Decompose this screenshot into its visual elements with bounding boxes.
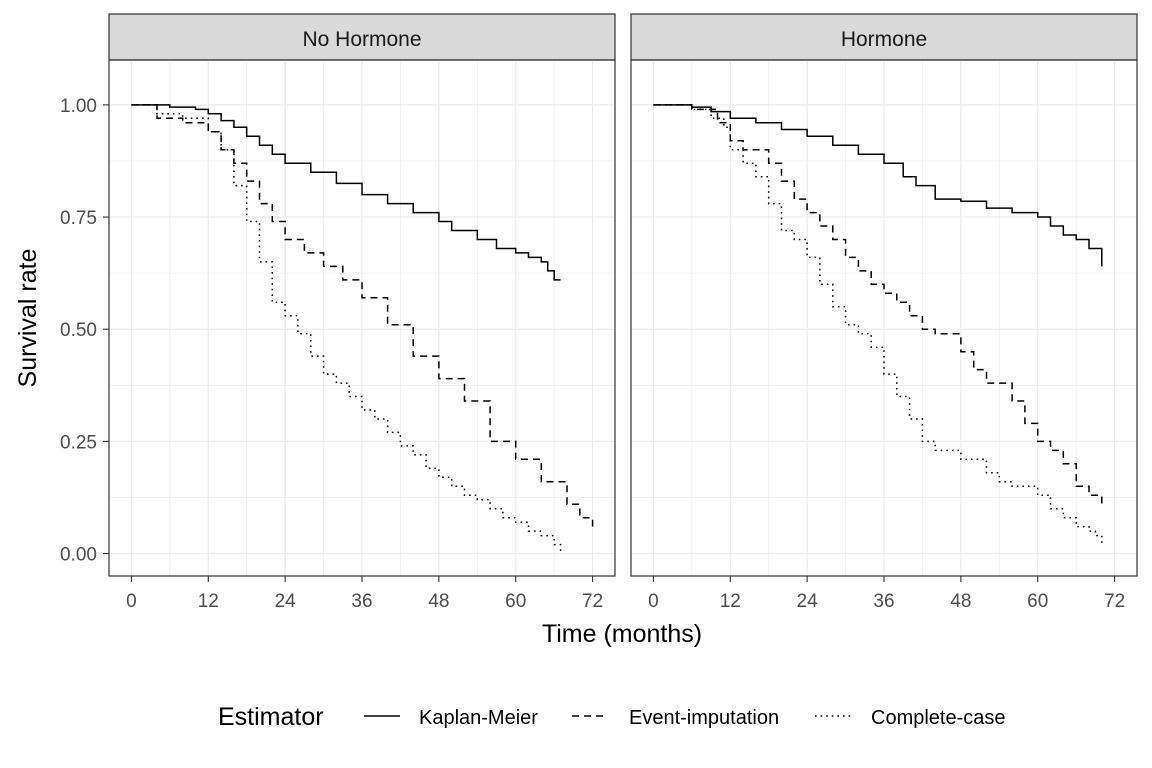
legend-label-complete-case: Complete-case <box>871 707 1006 729</box>
panel-hormone: Hormone 0 12 24 36 48 60 72 <box>630 13 1138 612</box>
grid-no-hormone <box>109 60 615 576</box>
x-axis-hormone: 0 12 24 36 48 60 72 <box>648 576 1125 612</box>
series-line-kaplan-meier <box>131 104 561 281</box>
x-tick-label: 12 <box>198 591 219 612</box>
x-tick-label: 36 <box>873 591 894 612</box>
x-axis-no-hormone: 0 12 24 36 48 60 72 <box>126 576 603 612</box>
series-group-no-hormone <box>131 104 594 552</box>
x-tick-label: 12 <box>720 591 741 612</box>
x-tick-label: 24 <box>275 591 297 612</box>
legend-label-kaplan-meier: Kaplan-Meier <box>419 707 538 729</box>
x-tick-label: 24 <box>797 591 819 612</box>
series-line-complete-case <box>131 104 562 552</box>
x-tick-label: 36 <box>351 591 372 612</box>
x-axis-title: Time (months) <box>542 620 702 648</box>
x-tick-label: 0 <box>648 591 659 612</box>
y-tick-label: 0.00 <box>60 545 97 566</box>
strip-label-no-hormone: No Hormone <box>302 28 421 51</box>
x-tick-label: 60 <box>1027 591 1048 612</box>
x-tick-label: 72 <box>1104 591 1125 612</box>
panel-no-hormone: No Hormone 0 12 24 36 48 60 72 <box>108 13 616 612</box>
x-tick-label: 60 <box>505 591 526 612</box>
x-tick-label: 48 <box>428 591 449 612</box>
y-tick-label: 0.25 <box>60 432 97 453</box>
strip-label-hormone: Hormone <box>841 28 927 51</box>
x-tick-label: 72 <box>582 591 603 612</box>
legend-title: Estimator <box>218 703 324 731</box>
series-line-complete-case <box>653 104 1103 545</box>
x-tick-label: 48 <box>950 591 971 612</box>
y-axis-title: Survival rate <box>14 249 42 388</box>
series-group-hormone <box>653 104 1103 545</box>
strip-background-no-hormone <box>108 13 616 61</box>
y-axis: 0.00 0.25 0.50 0.75 1.00 <box>60 96 109 566</box>
y-tick-label: 0.75 <box>60 208 97 229</box>
series-line-kaplan-meier <box>653 104 1103 267</box>
y-tick-label: 1.00 <box>60 96 97 117</box>
series-line-event-imputation <box>131 104 594 527</box>
legend-label-event-imputation: Event-imputation <box>629 707 779 729</box>
y-tick-label: 0.50 <box>60 320 97 341</box>
strip-background-hormone <box>630 13 1138 61</box>
legend: Estimator Kaplan-Meier Event-imputation … <box>218 703 1006 731</box>
grid-hormone <box>631 60 1137 576</box>
x-tick-label: 0 <box>126 591 137 612</box>
series-line-event-imputation <box>653 104 1103 505</box>
